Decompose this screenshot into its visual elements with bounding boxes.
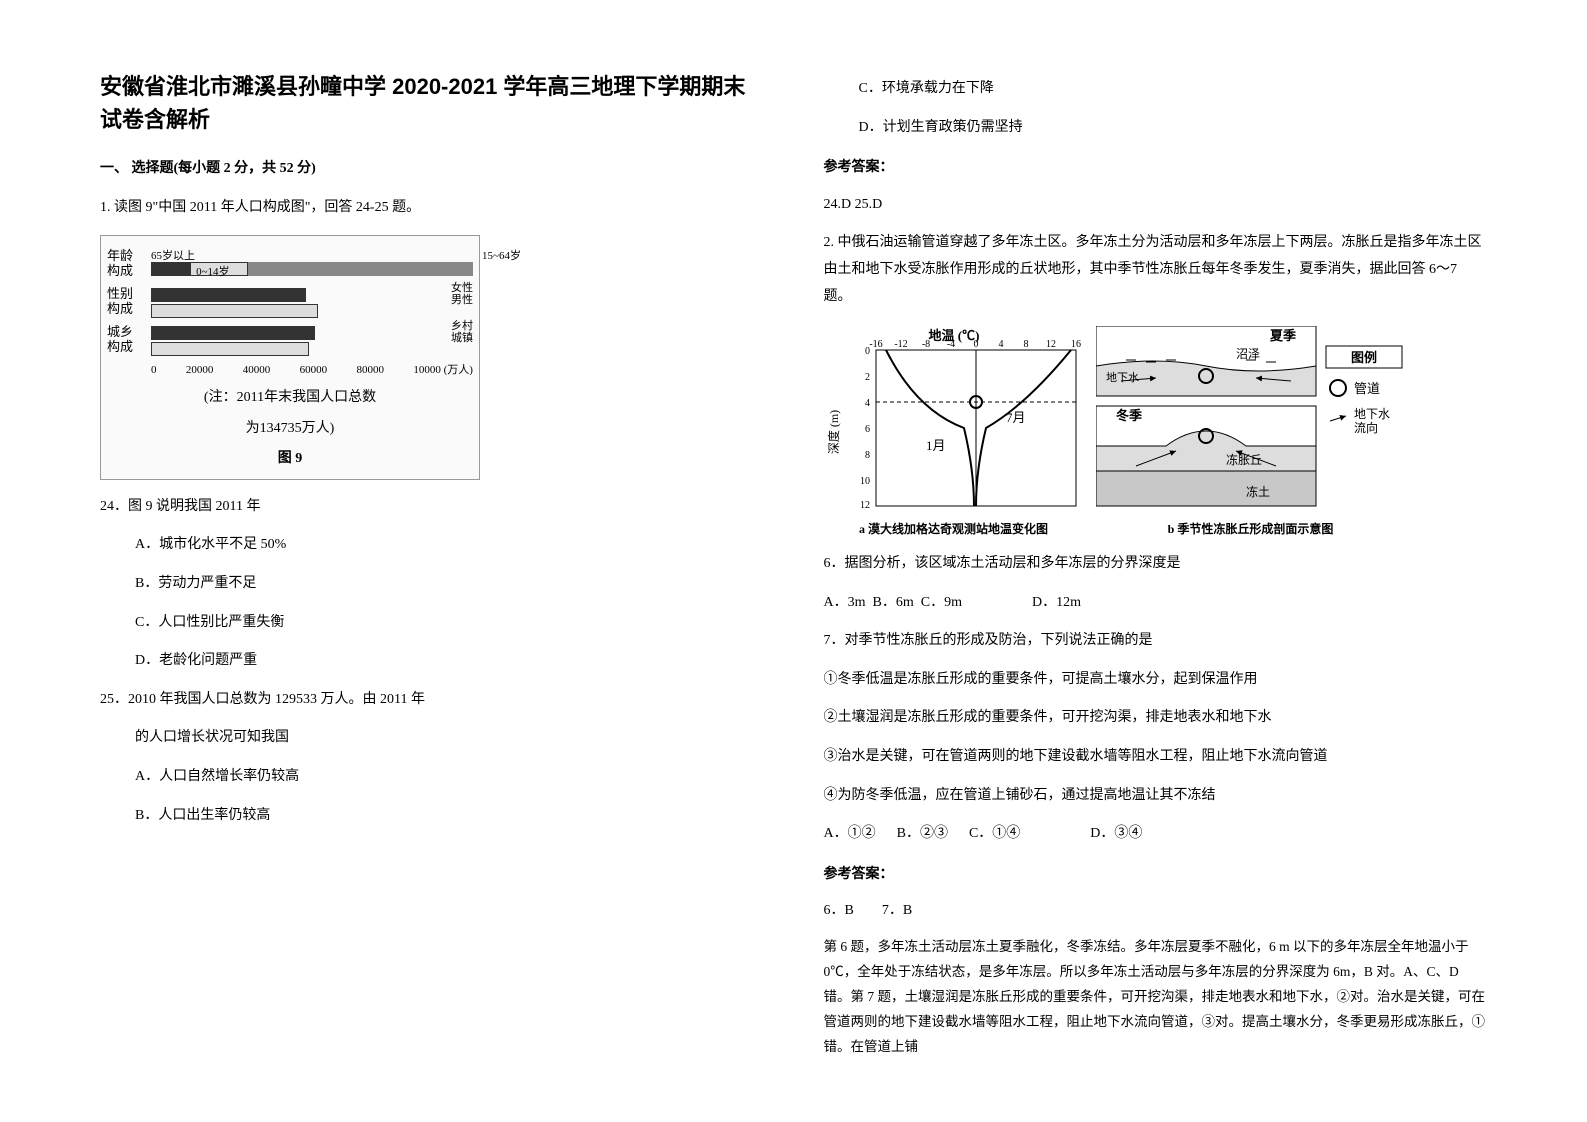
q1-intro: 1. 读图 9"中国 2011 年人口构成图"，回答 24-25 题。: [100, 195, 764, 222]
svg-text:深度 (m): 深度 (m): [826, 410, 841, 454]
svg-text:-4: -4: [946, 339, 954, 350]
fig9-seg-area-lab: 乡村城镇: [451, 320, 473, 344]
fig9-bars-area: 乡村城镇: [151, 322, 473, 356]
tick: 10000 (万人): [413, 360, 473, 381]
q25-stem: 25．2010 年我国人口总数为 129533 万人。由 2011 年: [100, 687, 764, 714]
svg-text:地下水: 地下水: [1354, 407, 1390, 421]
figure-9-box: 年龄构成 65岁以上 0~14岁 15~64岁 性别构成 女性男性: [100, 235, 480, 480]
fig9-note2: 为134735万人): [107, 416, 473, 443]
fig9-seg-014: 0~14岁: [196, 262, 229, 283]
fig9-bar: [151, 342, 309, 356]
charts-row: 地温 (℃) -16-12-8-4 0481216: [824, 326, 1488, 541]
tick: 20000: [186, 360, 214, 381]
fig9-label-area: 城乡构成: [107, 324, 151, 355]
svg-text:-16: -16: [869, 339, 882, 350]
explanation: 第 6 题，多年冻土活动层冻土夏季融化，冬季冻结。多年冻层夏季不融化，6 m 以…: [824, 935, 1488, 1060]
fig9-axis: 0 20000 40000 60000 80000 10000 (万人): [107, 360, 473, 381]
chart-a-wrap: 地温 (℃) -16-12-8-4 0481216: [824, 326, 1084, 541]
section-heading: 一、 选择题(每小题 2 分，共 52 分): [100, 156, 764, 183]
right-column: C．环境承载力在下降 D．计划生育政策仍需坚持 参考答案： 24.D 25.D …: [824, 70, 1488, 1082]
svg-text:-8: -8: [921, 339, 929, 350]
answer-1: 24.D 25.D: [824, 192, 1488, 219]
q24-b: B．劳动力严重不足: [100, 571, 764, 598]
doc-title: 安徽省淮北市濉溪县孙疃中学 2020-2021 学年高三地理下学期期末试卷含解析: [100, 70, 764, 136]
q7-stem: 7．对季节性冻胀丘的形成及防治，下列说法正确的是: [824, 628, 1488, 655]
svg-text:流向: 流向: [1354, 420, 1378, 435]
fig9-bar: [151, 304, 318, 318]
svg-text:管道: 管道: [1354, 381, 1380, 396]
fig9-row-sex: 性别构成 女性男性: [107, 284, 473, 318]
figure-9: 年龄构成 65岁以上 0~14岁 15~64岁 性别构成 女性男性: [100, 235, 764, 480]
q24-d: D．老龄化问题严重: [100, 648, 764, 675]
fig9-bars-age: 65岁以上 0~14岁 15~64岁: [151, 246, 473, 280]
tick: 40000: [243, 360, 271, 381]
svg-text:冻土: 冻土: [1246, 484, 1270, 499]
fig9-seg-1564: 15~64岁: [482, 246, 521, 267]
svg-text:冬季: 冬季: [1116, 408, 1142, 423]
q24-stem: 24．图 9 说明我国 2011 年: [100, 494, 764, 521]
q7-o3: ③治水是关键，可在管道两则的地下建设截水墙等阻水工程，阻止地下水流向管道: [824, 744, 1488, 771]
svg-text:16: 16: [1071, 339, 1081, 350]
fig9-label-age: 年龄构成: [107, 248, 151, 279]
q24-a: A．城市化水平不足 50%: [100, 532, 764, 559]
q25-c: C．环境承载力在下降: [824, 76, 1488, 103]
q7-opts: A．①② B．②③ C．①④ D．③④: [824, 821, 1488, 848]
svg-text:8: 8: [865, 450, 870, 461]
tick: 80000: [357, 360, 385, 381]
fig9-bar: [248, 262, 473, 276]
left-column: 安徽省淮北市濉溪县孙疃中学 2020-2021 学年高三地理下学期期末试卷含解析…: [100, 70, 764, 1082]
q6-opts: A．3m B．6m C．9m D．12m: [824, 590, 1488, 617]
tick: 0: [151, 360, 157, 381]
fig9-seg-sex-lab: 女性男性: [451, 282, 473, 306]
svg-text:0: 0: [865, 346, 870, 357]
fig9-bar: [151, 262, 190, 276]
q6-stem: 6．据图分析，该区域冻土活动层和多年冻层的分界深度是: [824, 551, 1488, 578]
q24-c: C．人口性别比严重失衡: [100, 610, 764, 637]
chart-b-svg: 夏季 沼泽: [1096, 326, 1406, 516]
fig9-bar: [151, 326, 315, 340]
chart-a-svg: 地温 (℃) -16-12-8-4 0481216: [824, 326, 1084, 516]
page-columns: 安徽省淮北市濉溪县孙疃中学 2020-2021 学年高三地理下学期期末试卷含解析…: [100, 70, 1487, 1082]
q25-a: A．人口自然增长率仍较高: [100, 764, 764, 791]
svg-text:4: 4: [998, 339, 1003, 350]
fig9-bar: [151, 288, 306, 302]
fig9-caption: 图 9: [107, 446, 473, 473]
answer-2: 6．B 7．B: [824, 898, 1488, 925]
q7-o2: ②土壤湿润是冻胀丘形成的重要条件，可开挖沟渠，排走地表水和地下水: [824, 705, 1488, 732]
svg-text:12: 12: [860, 500, 870, 511]
q7-o1: ①冬季低温是冻胀丘形成的重要条件，可提高土壤水分，起到保温作用: [824, 667, 1488, 694]
q25-d: D．计划生育政策仍需坚持: [824, 115, 1488, 142]
svg-text:图例: 图例: [1350, 350, 1376, 365]
svg-text:7月: 7月: [1006, 410, 1026, 425]
chart-b-wrap: 夏季 沼泽: [1096, 326, 1406, 541]
svg-text:-12: -12: [894, 339, 907, 350]
fig9-row-area: 城乡构成 乡村城镇: [107, 322, 473, 356]
svg-text:6: 6: [865, 424, 870, 435]
svg-text:地下水: 地下水: [1106, 371, 1139, 384]
svg-text:1月: 1月: [926, 438, 946, 453]
svg-text:8: 8: [1023, 339, 1028, 350]
q25-stem2: 的人口增长状况可知我国: [100, 725, 764, 752]
tick: 60000: [300, 360, 328, 381]
svg-text:沼泽: 沼泽: [1236, 347, 1260, 361]
svg-text:10: 10: [860, 476, 870, 487]
svg-text:夏季: 夏季: [1268, 328, 1295, 343]
svg-text:2: 2: [865, 372, 870, 383]
answer-heading-1: 参考答案：: [824, 155, 1488, 182]
svg-text:12: 12: [1046, 339, 1056, 350]
q7-o4: ④为防冬季低温，应在管道上铺砂石，通过提高地温让其不冻结: [824, 783, 1488, 810]
answer-heading-2: 参考答案：: [824, 862, 1488, 889]
svg-text:0: 0: [973, 339, 978, 350]
fig9-note1: (注：2011年末我国人口总数: [107, 385, 473, 412]
chart-a-caption: a 漠大线加格达奇观测站地温变化图: [824, 518, 1084, 541]
q25-b: B．人口出生率仍较高: [100, 803, 764, 830]
fig9-label-sex: 性别构成: [107, 286, 151, 317]
fig9-bars-sex: 女性男性: [151, 284, 473, 318]
fig9-row-age: 年龄构成 65岁以上 0~14岁 15~64岁: [107, 246, 473, 280]
q2-intro: 2. 中俄石油运输管道穿越了多年冻土区。多年冻土分为活动层和多年冻层上下两层。冻…: [824, 230, 1488, 310]
svg-text:4: 4: [865, 398, 870, 409]
chart-b-caption: b 季节性冻胀丘形成剖面示意图: [1096, 518, 1406, 541]
